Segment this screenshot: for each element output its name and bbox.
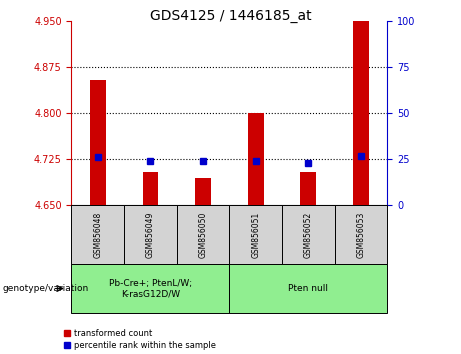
Text: GSM856053: GSM856053: [356, 211, 366, 258]
Bar: [229, 264, 387, 313]
Bar: [177, 205, 229, 264]
Text: GSM856049: GSM856049: [146, 211, 155, 258]
Text: GSM856052: GSM856052: [304, 211, 313, 258]
Bar: [71, 205, 124, 264]
Text: GDS4125 / 1446185_at: GDS4125 / 1446185_at: [150, 9, 311, 23]
Bar: [71, 264, 230, 313]
Bar: [229, 205, 282, 264]
Bar: [195, 178, 211, 205]
Text: GSM856048: GSM856048: [93, 211, 102, 258]
Bar: [282, 205, 335, 264]
Legend: transformed count, percentile rank within the sample: transformed count, percentile rank withi…: [64, 329, 216, 350]
Bar: [353, 21, 369, 205]
Bar: [248, 113, 264, 205]
Text: Pten null: Pten null: [288, 284, 328, 293]
Bar: [335, 205, 387, 264]
Bar: [124, 205, 177, 264]
Bar: [301, 172, 316, 205]
Text: genotype/variation: genotype/variation: [2, 284, 89, 293]
Text: Pb-Cre+; PtenL/W;
K-rasG12D/W: Pb-Cre+; PtenL/W; K-rasG12D/W: [109, 279, 192, 298]
Text: GSM856051: GSM856051: [251, 211, 260, 258]
Bar: [90, 80, 106, 205]
Text: GSM856050: GSM856050: [199, 211, 207, 258]
Bar: [142, 172, 158, 205]
